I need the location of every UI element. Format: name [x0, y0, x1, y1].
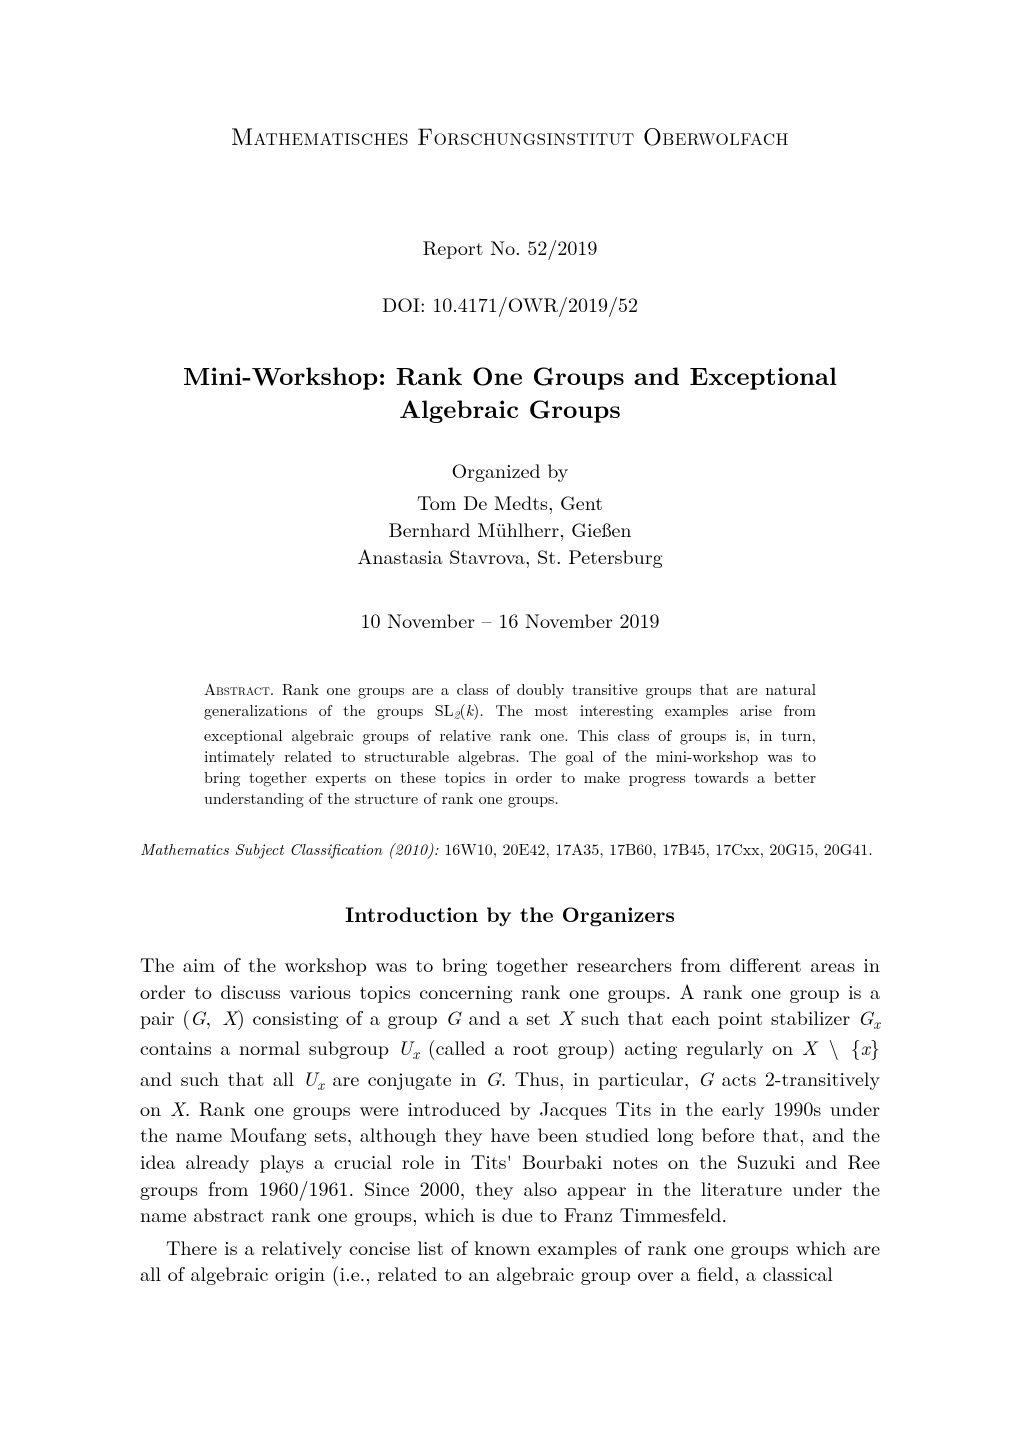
paper-title: Mini-Workshop: Rank One Groups and Excep…: [140, 360, 880, 425]
intro-paragraph-1: The aim of the workshop was to bring tog…: [140, 951, 880, 1228]
organizer-2: Bernhard Mühlherr, Gießen: [140, 515, 880, 542]
organized-by-label: Organized by: [140, 455, 880, 484]
doi: DOI: 10.4171/OWR/2019/52: [140, 289, 880, 318]
msc-codes: 16W10, 20E42, 17A35, 17B60, 17B45, 17Cxx…: [444, 837, 872, 860]
abstract-text: Rank one groups are a class of doubly tr…: [204, 677, 816, 809]
institute-name: Mathematisches Forschungsinstitut Oberwo…: [140, 118, 880, 152]
title-line-1: Mini-Workshop: Rank One Groups and Excep…: [140, 360, 880, 393]
intro-heading: Introduction by the Organizers: [140, 899, 880, 929]
report-number: Report No. 52/2019: [140, 232, 880, 261]
organizer-1: Tom De Medts, Gent: [140, 488, 880, 515]
title-line-2: Algebraic Groups: [140, 393, 880, 426]
msc-block: Mathematics Subject Classification (2010…: [140, 838, 880, 859]
organizers-list: Tom De Medts, Gent Bernhard Mühlherr, Gi…: [140, 488, 880, 569]
intro-paragraph-2: There is a relatively concise list of kn…: [140, 1234, 880, 1287]
workshop-dates: 10 November – 16 November 2019: [140, 605, 880, 634]
abstract-block: Abstract. Rank one groups are a class of…: [204, 678, 816, 808]
abstract-label: Abstract.: [204, 677, 274, 700]
page-root: Mathematisches Forschungsinstitut Oberwo…: [0, 0, 1020, 1353]
msc-label: Mathematics Subject Classification (2010…: [140, 837, 439, 860]
organizer-3: Anastasia Stavrova, St. Petersburg: [140, 542, 880, 569]
